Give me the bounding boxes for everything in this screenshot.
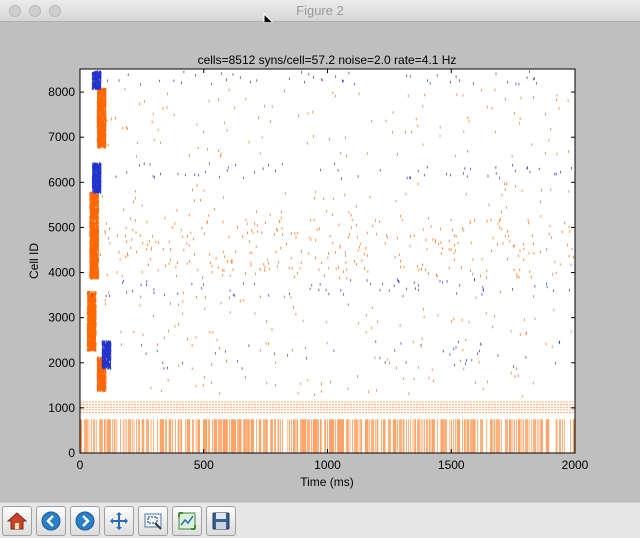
forward-arrow-icon [75, 511, 95, 531]
spike-marks [91, 70, 537, 91]
figure-canvas[interactable]: 0 500 1000 1500 2000 0 1000 2000 3000 4000 5000 600… [0, 22, 640, 502]
spike-marks [101, 340, 561, 370]
y-tick-label: 3000 [48, 311, 75, 325]
zoom-rect-icon [144, 513, 162, 530]
spike-group-6 [89, 191, 574, 280]
spike-marks [86, 290, 572, 352]
window-titlebar: Figure 2 [0, 0, 640, 22]
subplots-icon [178, 512, 196, 530]
x-tick-label: 1500 [438, 458, 465, 472]
y-tick-label: 0 [68, 446, 75, 460]
y-tick-label: 8000 [48, 85, 75, 99]
pan-button[interactable] [104, 506, 134, 536]
close-window-button[interactable] [9, 5, 21, 17]
x-tick-label: 2000 [562, 458, 589, 472]
spike-marks [101, 182, 570, 221]
minimize-window-button[interactable] [29, 5, 41, 17]
spike-group-1 [80, 401, 575, 413]
spike-group-8 [91, 162, 572, 194]
back-button[interactable] [36, 506, 66, 536]
spike-group-5 [92, 278, 570, 298]
zoom-button[interactable] [138, 506, 168, 536]
spike-group-10 [91, 70, 537, 91]
pan-arrows-icon [110, 512, 128, 530]
navigation-toolbar [0, 502, 640, 538]
spike-group-3 [101, 340, 561, 370]
back-arrow-icon [41, 511, 61, 531]
x-tick-label: 0 [77, 458, 84, 472]
y-tick-label: 4000 [48, 266, 75, 280]
x-tick-label: 500 [194, 458, 214, 472]
spike-marks [92, 278, 570, 298]
y-axis-label: Cell ID [27, 243, 41, 279]
window-title: Figure 2 [296, 3, 344, 18]
spike-group-7 [101, 182, 570, 221]
spike-group-4 [86, 290, 572, 352]
forward-button[interactable] [70, 506, 100, 536]
spike-marks [96, 87, 569, 158]
chart-title: cells=8512 syns/cell=57.2 noise=2.0 rate… [198, 53, 457, 67]
save-disk-icon [212, 512, 230, 530]
plot-area [80, 69, 575, 453]
zoom-window-button[interactable] [49, 5, 61, 17]
spike-marks [91, 162, 572, 194]
home-button[interactable] [2, 506, 32, 536]
spike-group-9 [96, 87, 569, 158]
raster-plot: 0 500 1000 1500 2000 0 1000 2000 3000 4000 5000 600… [27, 53, 589, 489]
subplots-button[interactable] [172, 506, 202, 536]
spike-marks [89, 191, 574, 280]
save-button[interactable] [206, 506, 236, 536]
y-tick-label: 2000 [48, 356, 75, 370]
y-tick-label: 5000 [48, 220, 75, 234]
axis-ticks: 0 500 1000 1500 2000 0 1000 2000 3000 4000 5000 600… [48, 69, 589, 472]
y-tick-label: 1000 [48, 401, 75, 415]
x-tick-label: 1000 [314, 458, 341, 472]
y-tick-label: 7000 [48, 130, 75, 144]
x-axis-label: Time (ms) [300, 475, 354, 489]
y-tick-label: 6000 [48, 175, 75, 189]
home-icon [6, 512, 28, 530]
spike-layer [79, 70, 575, 453]
